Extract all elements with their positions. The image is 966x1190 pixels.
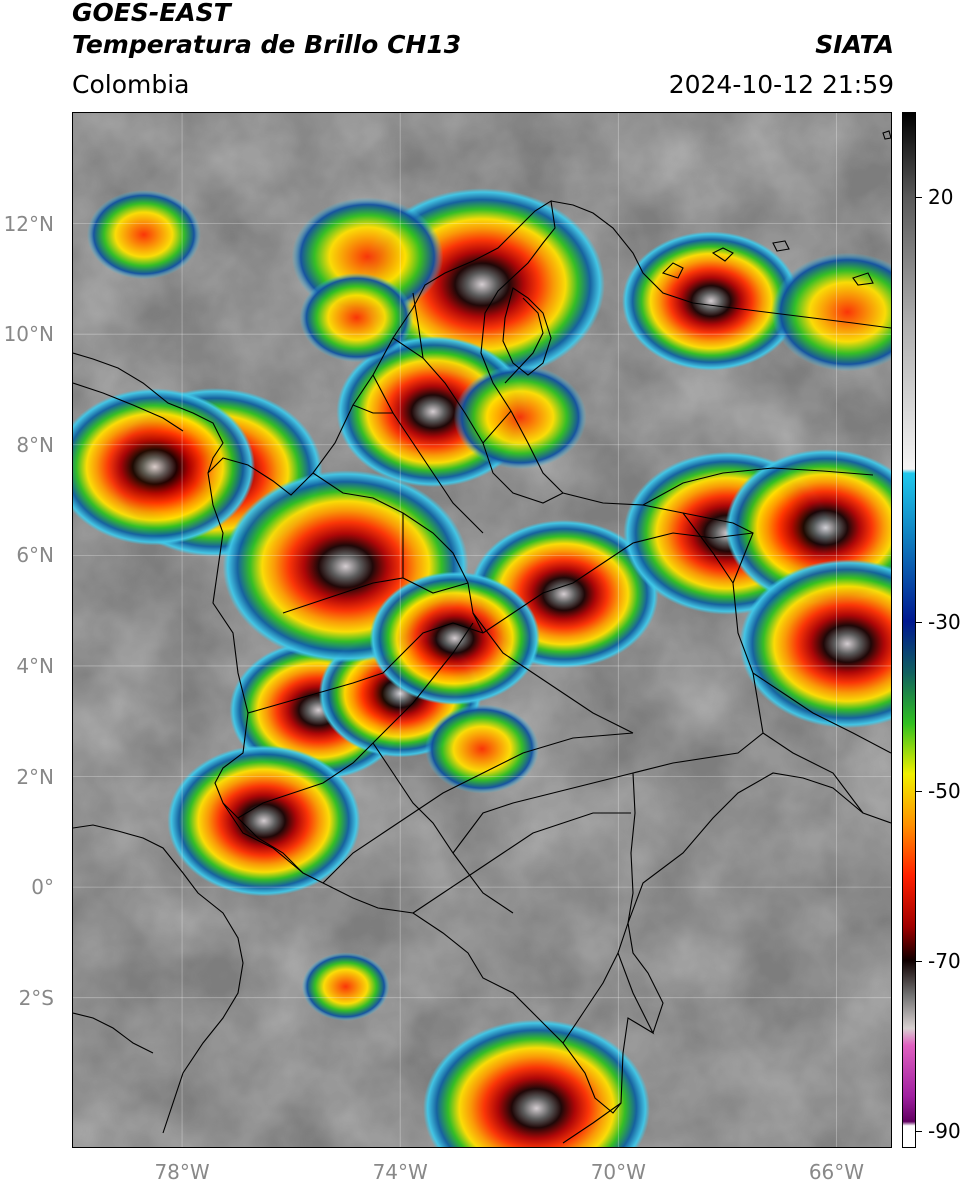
source-label: SIATA [815,30,894,59]
lat-tick-label: 0° [31,875,54,900]
lat-tick-label: 12°N [3,211,54,236]
colorbar [902,112,916,1148]
lon-tick-label: 78°W [154,1160,210,1184]
colorbar-tick-mark [916,196,922,198]
colorbar-tick-mark [916,1131,922,1133]
lat-tick-label: 10°N [3,322,54,347]
cloud-cell [73,388,256,546]
colorbar-tick-mark [916,791,922,793]
lat-tick-label: 2°N [16,764,54,789]
cloud-cell [301,952,390,1021]
cloud-cell [771,252,891,372]
lon-tick-label: 74°W [372,1160,428,1184]
colorbar-tick-label: -50 [928,779,961,804]
cloud-cell [622,231,801,371]
cloud-cell [423,1019,650,1147]
lon-tick-label: 66°W [808,1160,865,1184]
cloud-cell [739,559,891,729]
colorbar-tick-label: -70 [928,949,961,974]
datetime-label: 2024-10-12 21:59 [668,70,894,99]
cloud-cell [425,704,539,794]
region-label: Colombia [72,70,190,99]
lat-tick-label: 8°N [16,432,54,457]
colorbar-tick-mark [916,621,922,623]
lat-tick-label: 6°N [16,543,54,568]
cloud-cell [369,571,540,705]
colorbar-tick-label: -90 [928,1119,961,1144]
cloud-cell [299,272,414,363]
cloud-cell [167,745,361,897]
lon-tick-label: 70°W [590,1160,646,1184]
satellite-map[interactable] [72,112,892,1148]
lat-tick-label: 2°S [18,985,54,1010]
lat-tick-label: 4°N [16,653,54,678]
colorbar-tick-mark [916,961,922,963]
cloud-cell [453,365,587,470]
cloud-cell [86,190,201,280]
colorbar-tick-label: 20 [928,184,954,209]
colorbar-tick-label: -30 [928,609,961,634]
title-product: Temperatura de Brillo CH13 [72,30,462,59]
title-satellite: GOES-EAST [72,0,231,27]
